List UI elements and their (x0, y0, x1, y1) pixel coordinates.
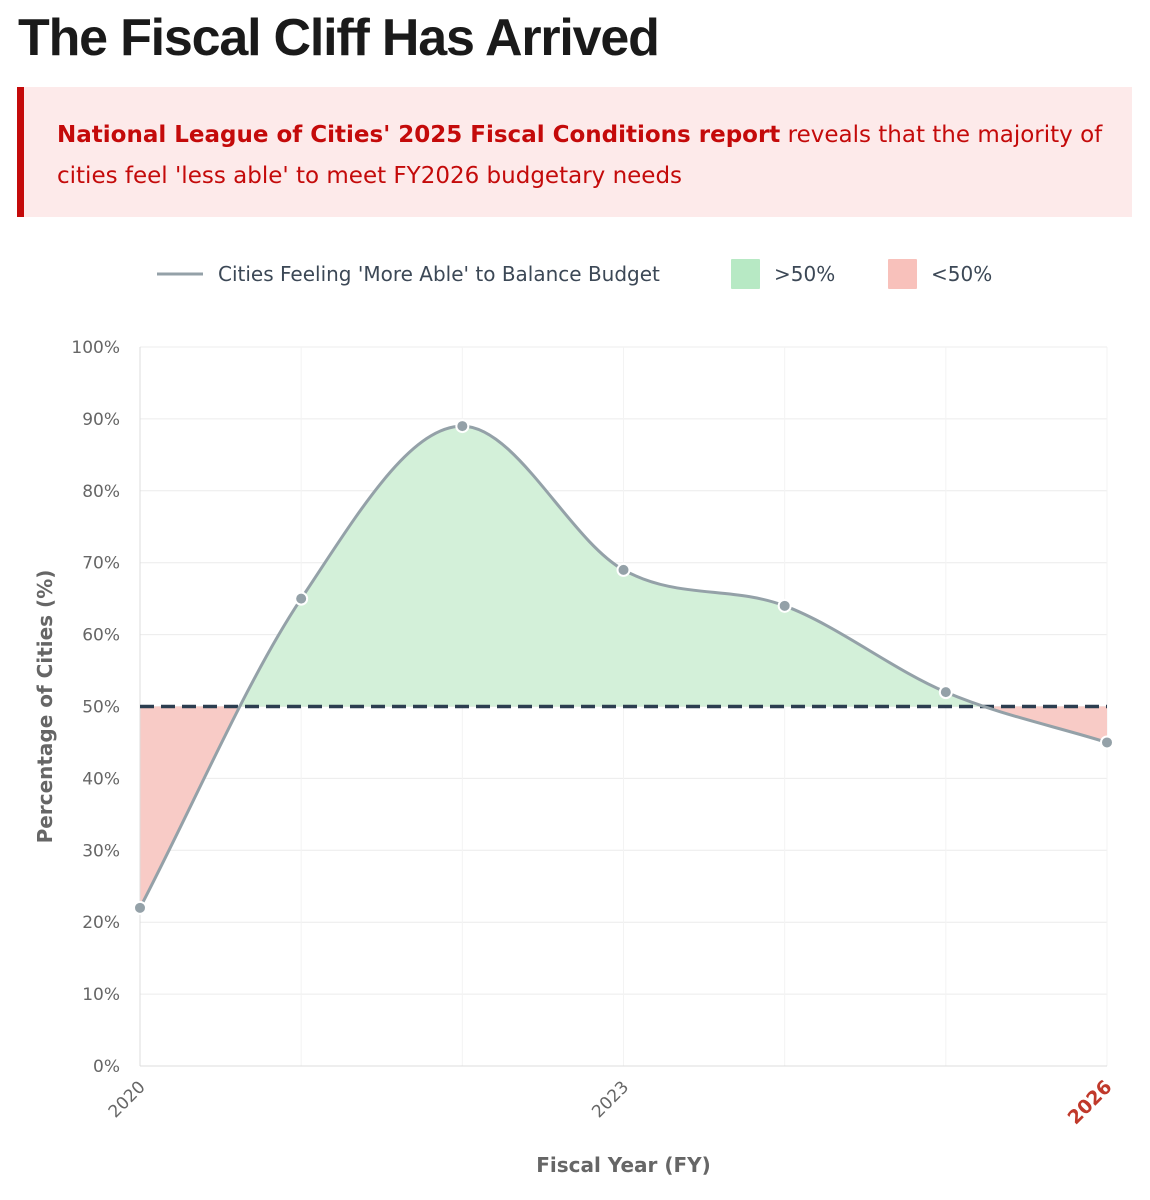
data-point (294, 591, 309, 606)
area-fills (140, 426, 1107, 908)
data-point (777, 598, 792, 613)
y-tick-label: 10% (82, 985, 120, 1005)
callout-box: National League of Cities' 2025 Fiscal C… (17, 87, 1132, 217)
series-line (138, 424, 1108, 909)
chart-legend: Cities Feeling 'More Able' to Balance Bu… (157, 259, 992, 289)
legend-label: >50% (774, 262, 835, 286)
data-point (455, 419, 470, 434)
data-point (133, 900, 147, 915)
area-above-50 (140, 426, 1107, 707)
callout-description: reveals that the majority of cities feel… (57, 122, 1103, 189)
y-tick-label: 60% (82, 626, 120, 646)
y-axis-title: Percentage of Cities (%) (33, 570, 57, 844)
data-point (938, 685, 953, 700)
y-tick-label: 50% (82, 698, 120, 718)
y-tick-label: 90% (82, 410, 120, 430)
legend-box-swatch (888, 259, 917, 289)
y-tick-label: 40% (82, 769, 120, 789)
data-point (1100, 735, 1114, 750)
x-tick-label-highlighted: 2026 (1064, 1076, 1117, 1129)
y-tick-label: 30% (82, 841, 120, 861)
y-tick-labels: 0% 10% 20% 30% 40% 50% 60% 70% 80% 90% 100% (71, 338, 120, 1077)
page-title: The Fiscal Cliff Has Arrived (18, 9, 660, 67)
legend-box-swatch (731, 259, 760, 289)
data-points (133, 419, 1114, 915)
data-point (616, 562, 631, 577)
y-tick-label: 70% (82, 554, 120, 574)
x-tick-labels: 2020 2023 2026 (105, 1076, 1117, 1129)
y-tick-label: 80% (82, 482, 120, 502)
legend-label: Cities Feeling 'More Able' to Balance Bu… (218, 262, 660, 286)
y-tick-label: 20% (82, 913, 120, 933)
callout-text: National League of Cities' 2025 Fiscal C… (57, 115, 1117, 197)
x-axis-title: Fiscal Year (FY) (536, 1153, 711, 1177)
callout-report-name: National League of Cities' 2025 Fiscal C… (57, 122, 781, 148)
y-tick-label: 0% (93, 1057, 120, 1077)
series-line-group (138, 424, 1108, 909)
y-tick-label: 100% (71, 338, 120, 358)
x-tick-label: 2023 (588, 1077, 633, 1122)
legend-label: <50% (931, 262, 992, 286)
x-tick-label: 2020 (105, 1077, 150, 1122)
